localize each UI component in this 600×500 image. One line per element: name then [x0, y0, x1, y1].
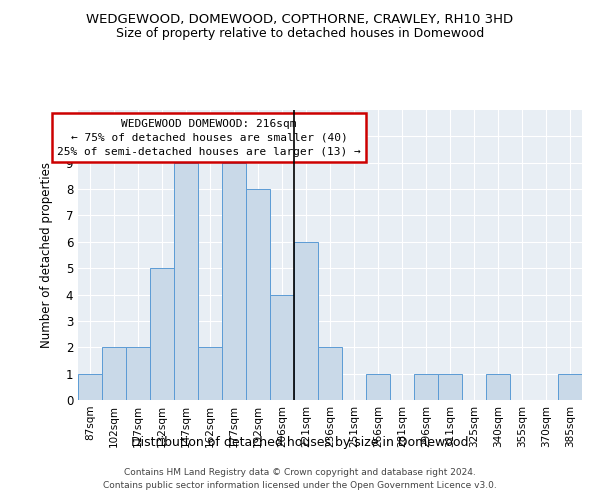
Bar [198, 348, 222, 400]
Bar [174, 162, 198, 400]
Text: Distribution of detached houses by size in Domewood: Distribution of detached houses by size … [131, 436, 469, 449]
Bar [558, 374, 582, 400]
Bar [126, 348, 150, 400]
Text: WEDGEWOOD DOMEWOOD: 216sqm
← 75% of detached houses are smaller (40)
25% of semi: WEDGEWOOD DOMEWOOD: 216sqm ← 75% of deta… [57, 118, 361, 156]
Bar [222, 162, 246, 400]
Bar [486, 374, 510, 400]
Bar [246, 189, 270, 400]
Bar [102, 348, 126, 400]
Y-axis label: Number of detached properties: Number of detached properties [40, 162, 53, 348]
Bar [438, 374, 462, 400]
Bar [366, 374, 390, 400]
Bar [294, 242, 318, 400]
Bar [318, 348, 342, 400]
Bar [150, 268, 174, 400]
Bar [414, 374, 438, 400]
Bar [270, 294, 294, 400]
Text: WEDGEWOOD, DOMEWOOD, COPTHORNE, CRAWLEY, RH10 3HD: WEDGEWOOD, DOMEWOOD, COPTHORNE, CRAWLEY,… [86, 12, 514, 26]
Text: Contains HM Land Registry data © Crown copyright and database right 2024.: Contains HM Land Registry data © Crown c… [124, 468, 476, 477]
Text: Contains public sector information licensed under the Open Government Licence v3: Contains public sector information licen… [103, 482, 497, 490]
Bar [78, 374, 102, 400]
Text: Size of property relative to detached houses in Domewood: Size of property relative to detached ho… [116, 28, 484, 40]
